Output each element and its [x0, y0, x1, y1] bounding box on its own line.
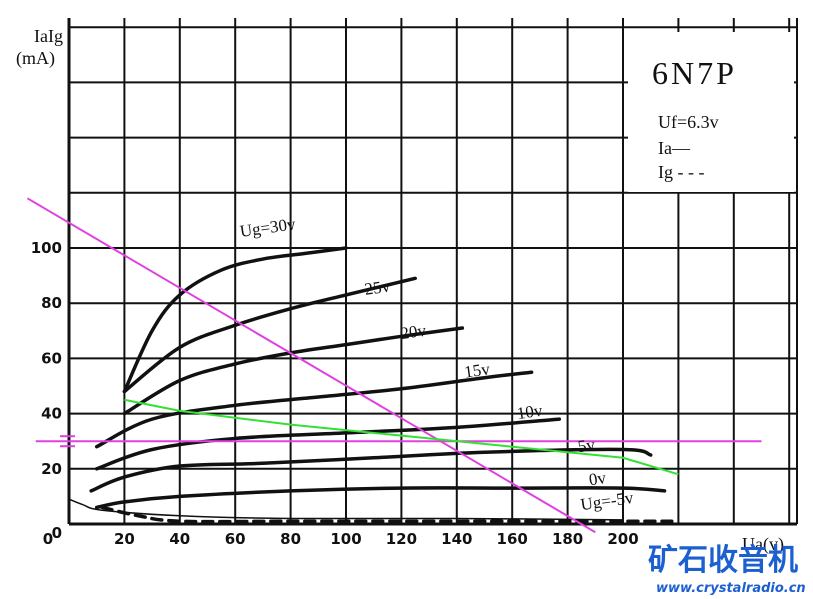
x-tick-label: 0 [43, 530, 53, 548]
x-tick-label: 180 [552, 530, 583, 548]
curve-10v [94, 417, 562, 471]
curve-label: 20v [399, 321, 427, 343]
x-tick-label: 140 [441, 530, 472, 548]
curve-ug-5v [100, 505, 675, 524]
legend-ig: Ig - - - [658, 162, 704, 182]
tick-labels: 0 20 40 60 80 100 120 140 160 180 200 0 20 40 60 80 100 [31, 239, 639, 548]
curve-ug-30v [122, 246, 348, 394]
chart-title: 6N7P [652, 55, 737, 91]
overlay-lines [26, 197, 762, 534]
y-axis-label-line2: (mA) [16, 48, 55, 69]
x-tick-label: 20 [114, 530, 135, 548]
curve-label: 10v [516, 401, 544, 423]
curve-25v [122, 276, 417, 394]
legend-uf: Uf=6.3v [658, 112, 719, 132]
x-tick-label: 60 [225, 530, 246, 548]
y-tick-label: 80 [41, 294, 62, 312]
curve-grid-current [68, 498, 624, 521]
curve-label: 15v [463, 359, 491, 381]
curve-label: Ug=30v [239, 214, 297, 241]
curve-15v [94, 370, 534, 449]
y-axis-label-line1: IaIg [34, 26, 63, 46]
curve-label: 5v [577, 435, 597, 456]
x-tick-label: 200 [607, 530, 638, 548]
curves [68, 246, 675, 524]
y-tick-label: 40 [41, 405, 62, 423]
y-tick-label: 60 [41, 349, 62, 367]
x-axis-label: Ua(v) [742, 534, 784, 555]
watermark-url: www.crystalradio.cn [656, 581, 806, 596]
x-tick-label: 100 [330, 530, 361, 548]
legend-ia: Ia— [658, 138, 691, 158]
x-tick-label: 40 [169, 530, 190, 548]
curve-label: 25v [363, 276, 391, 298]
y-tick-label: 100 [31, 239, 62, 257]
load-line-3 [124, 398, 679, 476]
load-line-1 [26, 197, 596, 534]
y-tick-label: 20 [41, 460, 62, 478]
curve-label: 0v [588, 468, 608, 489]
curve-label: Ug=-5v [579, 488, 635, 514]
watermark-logo: 矿石收音机 [648, 543, 798, 578]
title-box-bg [628, 32, 794, 192]
y-tick-label: 0 [52, 524, 62, 542]
x-tick-label: 80 [280, 530, 301, 548]
curve-5v [89, 447, 653, 493]
curve-0v [94, 486, 667, 510]
x-tick-label: 160 [497, 530, 528, 548]
x-tick-label: 120 [386, 530, 417, 548]
axes [67, 18, 797, 526]
